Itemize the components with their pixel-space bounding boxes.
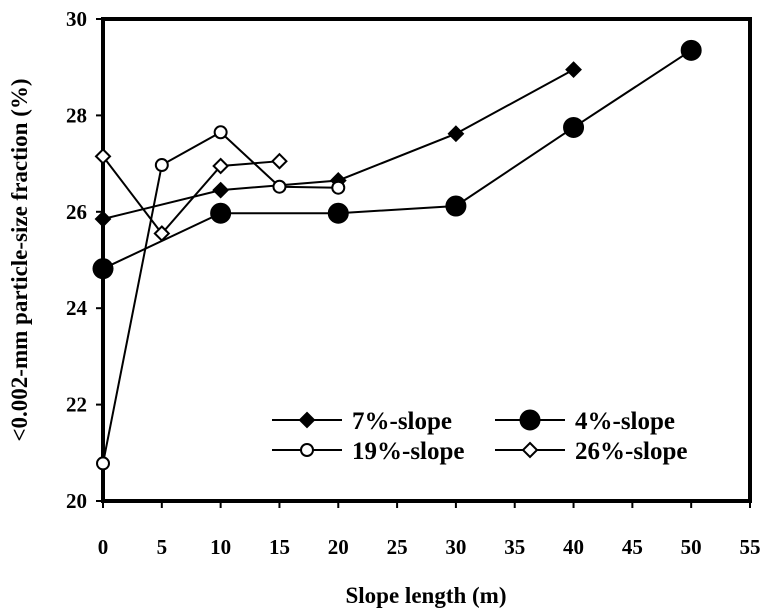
x-tick-label: 0 [98,535,109,559]
legend-entry: 4%-slope [495,408,675,435]
legend-marker [521,441,539,459]
y-axis-ticks: 20 22 24 26 28 30 [66,7,103,513]
x-tick-label: 55 [740,535,761,559]
data-point [154,158,169,173]
data-point [680,39,702,61]
x-axis-ticks: 0 5 10 15 20 25 30 35 40 45 50 55 [98,501,761,559]
series-7%-slope [94,61,582,228]
data-point [212,157,230,175]
y-axis-title: <0.002-mm particle-size fraction (%) [7,78,32,441]
data-point [565,61,582,79]
legend: 7%-slope 4%-slope 19%-slope 26%-slope [272,408,688,465]
x-tick-label: 20 [328,535,349,559]
x-tick-label: 25 [387,535,408,559]
series-4%-slope [92,39,702,280]
data-point [94,210,112,228]
x-tick-label: 15 [269,535,290,559]
data-point [271,152,288,170]
x-axis-title: Slope length (m) [346,583,507,608]
data-point [563,116,585,138]
series-line [102,49,692,270]
y-tick-label: 24 [66,296,88,320]
series-line [102,68,575,221]
data-series [92,39,702,471]
legend-label: 4%-slope [575,408,675,435]
x-tick-label: 45 [622,535,643,559]
y-tick-label: 26 [66,200,87,224]
legend-label: 26%-slope [575,438,688,465]
x-tick-label: 5 [157,535,168,559]
legend-label: 19%-slope [352,438,465,465]
data-point [96,456,110,471]
legend-marker [298,411,316,429]
legend-entry: 19%-slope [272,438,465,465]
x-tick-label: 30 [445,535,466,559]
series-26%-slope [94,147,288,242]
series-19%-slope [96,125,346,471]
y-tick-label: 20 [66,489,87,513]
x-tick-label: 10 [210,535,231,559]
x-tick-label: 40 [563,535,584,559]
legend-marker [300,443,314,457]
data-point [210,202,232,224]
data-point [445,195,467,217]
data-point [212,181,230,199]
data-point [447,125,465,143]
legend-marker [519,409,541,431]
data-point [94,147,112,165]
legend-label: 7%-slope [352,408,452,435]
x-tick-label: 35 [504,535,525,559]
data-point [331,180,346,195]
data-point [327,202,349,224]
data-point [213,125,228,140]
y-tick-label: 28 [66,103,87,127]
data-point [153,225,171,242]
data-point [92,258,114,280]
series-line [102,155,280,236]
data-point [272,179,287,194]
legend-entry: 7%-slope [272,408,452,435]
x-tick-label: 50 [681,535,702,559]
y-tick-label: 22 [66,393,87,417]
legend-entry: 26%-slope [495,438,688,465]
y-tick-label: 30 [66,7,87,31]
